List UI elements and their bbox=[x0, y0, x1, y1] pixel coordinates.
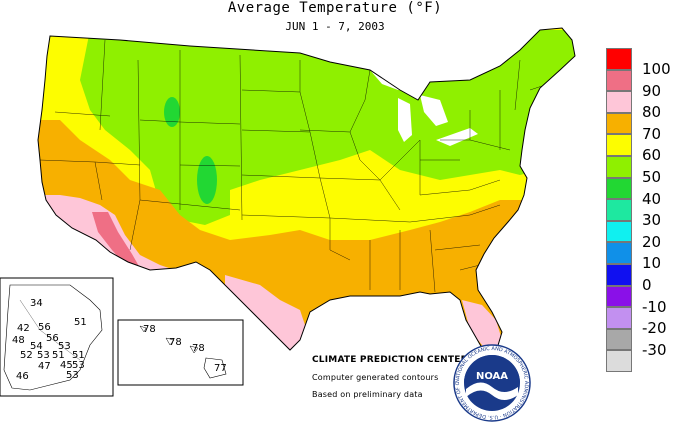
legend-row: 50 bbox=[606, 155, 676, 184]
ak-reading: 56 bbox=[38, 322, 51, 333]
hi-reading: 78 bbox=[143, 324, 156, 335]
legend-label: 0 bbox=[642, 275, 652, 294]
ak-reading: 52 bbox=[20, 350, 33, 361]
legend-label: 40 bbox=[642, 189, 662, 208]
legend-row: 20 bbox=[606, 220, 676, 249]
alaska-inset bbox=[0, 277, 114, 397]
legend-swatch bbox=[606, 285, 632, 308]
ak-reading: 54 bbox=[30, 341, 43, 352]
legend-label: -10 bbox=[642, 297, 667, 316]
legend-row: -10 bbox=[606, 285, 676, 314]
noaa-logo: NOAA NATIONAL OCEANIC AND ATMOSPHERIC AD… bbox=[452, 343, 531, 422]
ak-reading: 51 bbox=[72, 350, 85, 361]
ak-reading: 46 bbox=[16, 371, 29, 382]
legend-label: 70 bbox=[642, 124, 662, 143]
legend-swatch bbox=[606, 307, 632, 329]
ak-reading: 34 bbox=[30, 298, 43, 309]
color-legend: 100 90 80 70 60 50 40 30 20 10 0 -10 -20 -30 bbox=[606, 48, 676, 372]
legend-row: 90 bbox=[606, 69, 676, 98]
ak-reading: 47 bbox=[38, 361, 51, 372]
map-title: Average Temperature (°F) bbox=[227, 0, 443, 16]
legend-swatch bbox=[606, 220, 632, 243]
credits: CLIMATE PREDICTION CENTER, NOAA Computer… bbox=[312, 355, 505, 407]
legend-swatch bbox=[606, 134, 632, 156]
ak-reading: 48 bbox=[12, 335, 25, 346]
legend-label: 80 bbox=[642, 103, 662, 122]
ak-reading: 53 bbox=[72, 360, 85, 371]
legend-label: 50 bbox=[642, 167, 662, 186]
credits-data-note: Based on preliminary data bbox=[312, 390, 423, 399]
state-boundaries bbox=[39, 39, 561, 293]
legend-swatch bbox=[606, 112, 632, 135]
legend-row: 80 bbox=[606, 91, 676, 120]
legend-swatch bbox=[606, 242, 632, 264]
credits-agency: CLIMATE PREDICTION CENTER, NOAA bbox=[312, 355, 505, 365]
legend-swatch bbox=[606, 350, 632, 372]
legend-swatch bbox=[606, 199, 632, 221]
noaa-logo-text: NOAA bbox=[476, 371, 508, 382]
ak-reading: 42 bbox=[17, 323, 30, 334]
legend-swatch bbox=[606, 48, 632, 70]
legend-label: 90 bbox=[642, 81, 662, 100]
ak-reading: 51 bbox=[74, 317, 87, 328]
map-subtitle: JUN 1 - 7, 2003 bbox=[285, 20, 385, 33]
credits-method: Computer generated contours bbox=[312, 373, 439, 382]
ak-reading: 45 bbox=[60, 360, 73, 371]
legend-swatch bbox=[606, 177, 632, 200]
legend-swatch bbox=[606, 91, 632, 113]
ak-reading: 56 bbox=[46, 333, 59, 344]
legend-label: 20 bbox=[642, 232, 662, 251]
legend-swatch bbox=[606, 328, 632, 351]
legend-row: -30 bbox=[606, 328, 676, 357]
legend-label: 100 bbox=[642, 60, 671, 78]
legend-label: 10 bbox=[642, 254, 662, 273]
ak-reading: 51 bbox=[52, 350, 65, 361]
legend-row: 100 bbox=[606, 48, 676, 77]
legend-row: 0 bbox=[606, 263, 676, 292]
legend-label: 30 bbox=[642, 211, 662, 230]
hawaii-inset bbox=[117, 319, 244, 386]
hi-reading: 78 bbox=[169, 337, 182, 348]
legend-swatch bbox=[606, 69, 632, 92]
legend-label: -30 bbox=[642, 340, 667, 359]
legend-row: -20 bbox=[606, 307, 676, 336]
hi-reading: 78 bbox=[192, 343, 205, 354]
legend-row: 10 bbox=[606, 242, 676, 271]
legend-row: 70 bbox=[606, 112, 676, 141]
legend-label: 60 bbox=[642, 146, 662, 165]
legend-swatch bbox=[606, 155, 632, 178]
ak-reading: 53 bbox=[37, 350, 50, 361]
legend-row: 30 bbox=[606, 199, 676, 228]
hi-reading: 77 bbox=[214, 363, 227, 374]
legend-row: 60 bbox=[606, 134, 676, 163]
legend-row: 40 bbox=[606, 177, 676, 206]
ak-reading: 53 bbox=[66, 370, 79, 381]
legend-row bbox=[606, 350, 676, 372]
ak-reading: 53 bbox=[58, 341, 71, 352]
legend-swatch bbox=[606, 263, 632, 286]
legend-label: -20 bbox=[642, 319, 667, 338]
